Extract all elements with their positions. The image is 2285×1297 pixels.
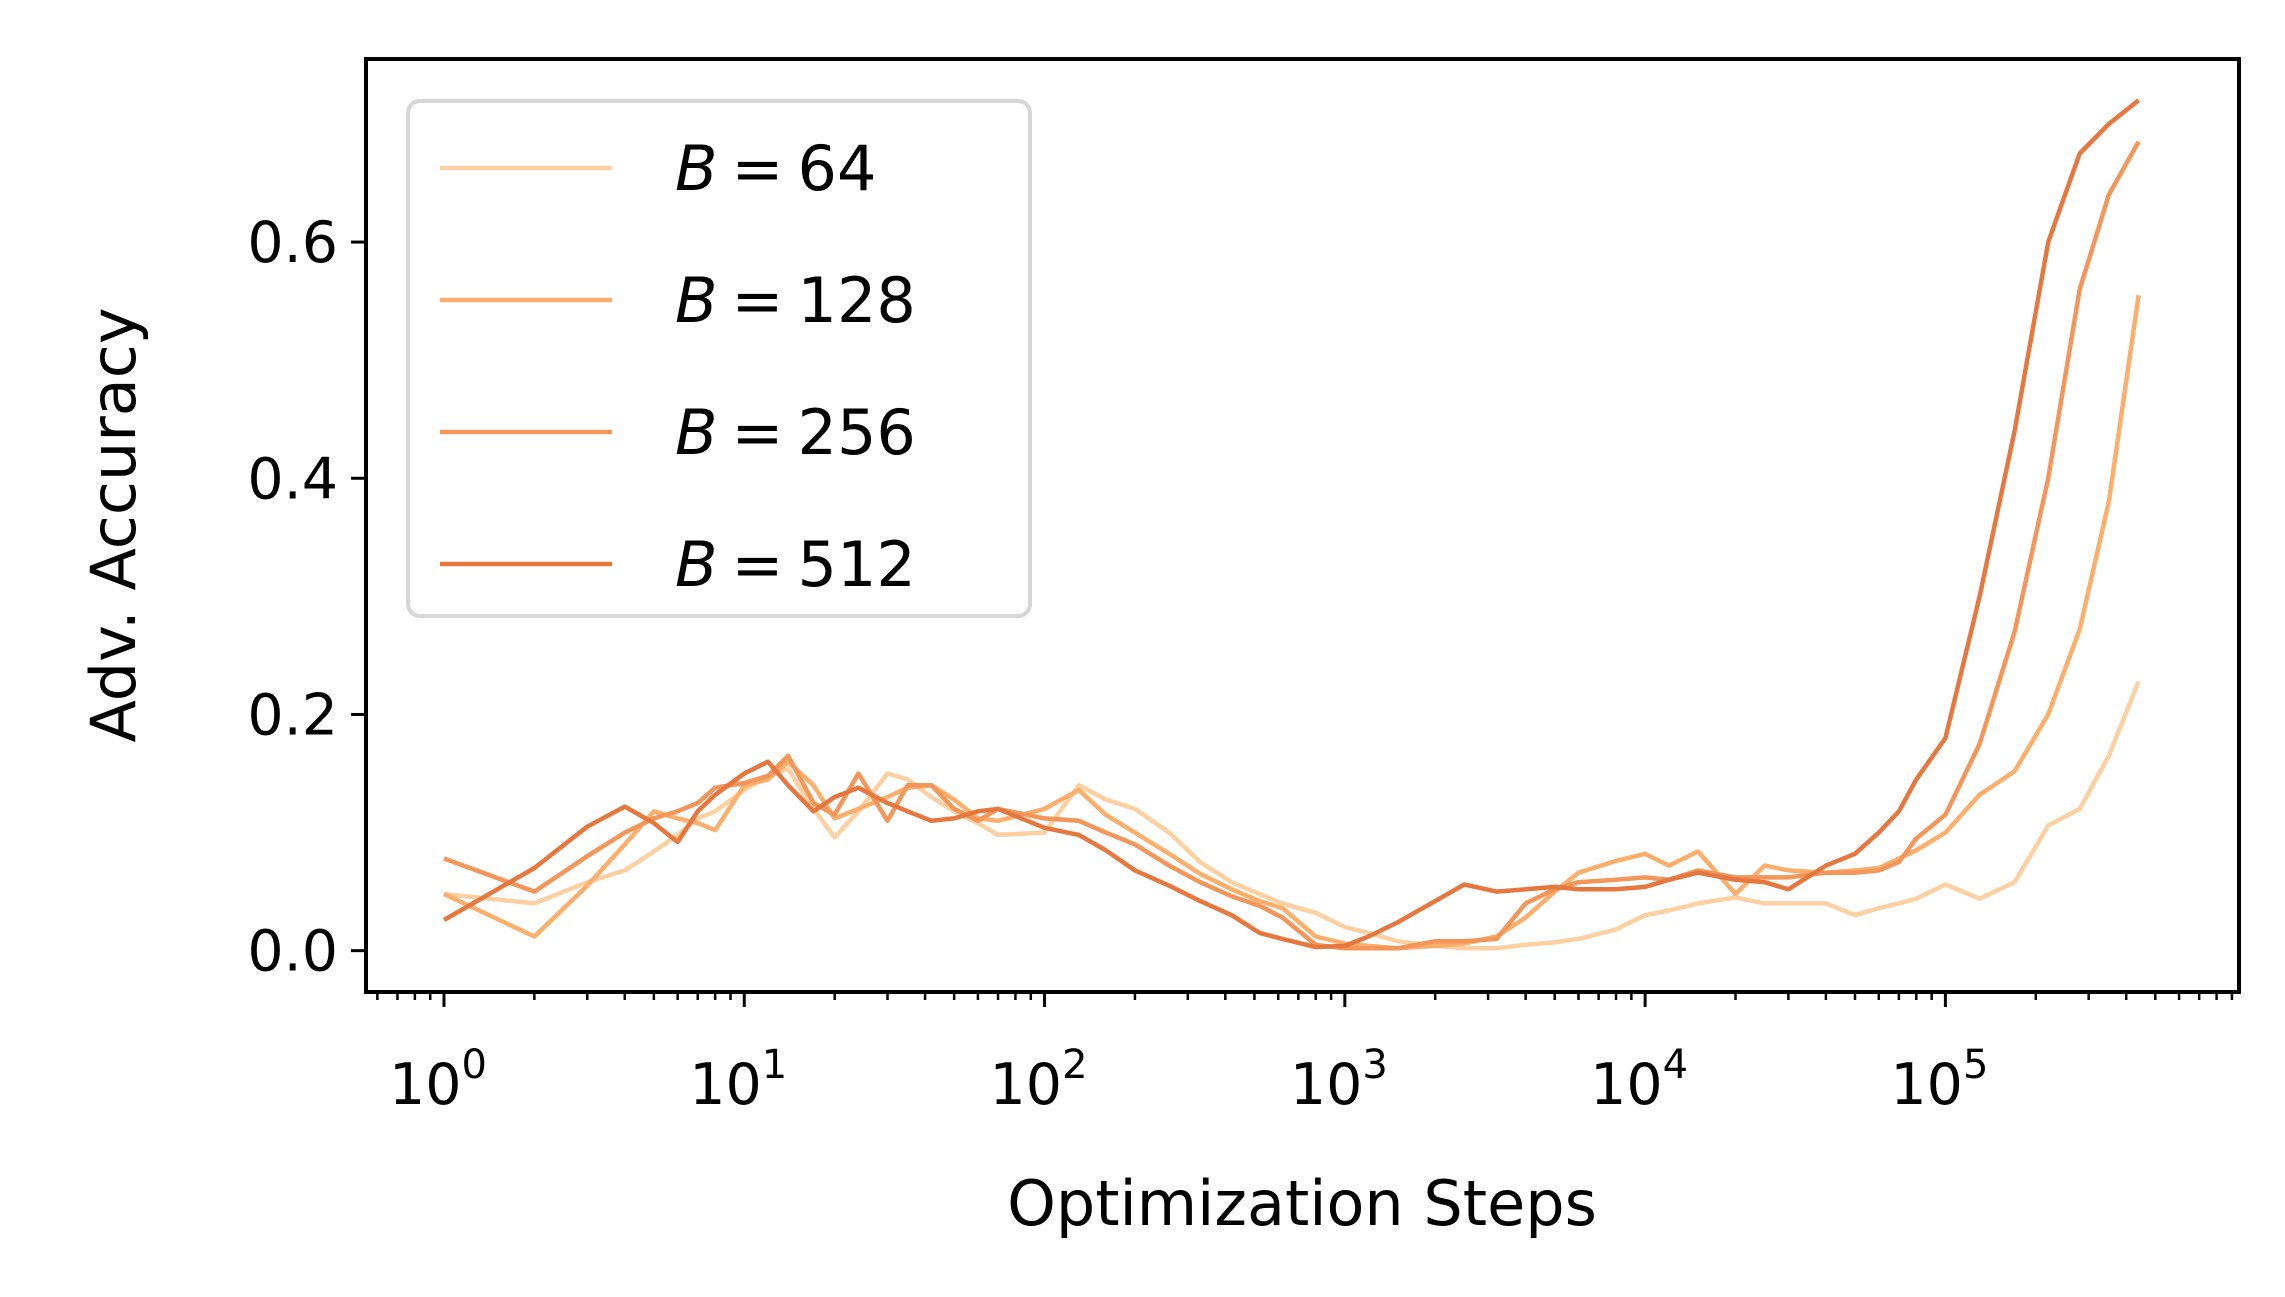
- legend-label-3: B = 512: [675, 528, 916, 601]
- series-line-3: [442, 98, 2141, 950]
- legend-label-0: B = 64: [675, 132, 876, 205]
- x-tick-label-3: 103: [1290, 1042, 1388, 1118]
- y-tick-label-3: 0.6: [247, 210, 338, 276]
- y-tick-label-0: 0.0: [247, 919, 338, 985]
- plot-frame: [364, 57, 2241, 994]
- x-axis: 100 101 102 103 104 105: [376, 992, 2234, 1118]
- legend-label-2: B = 256: [675, 396, 916, 469]
- y-tick-label-2: 0.4: [247, 446, 338, 512]
- x-tick-label-2: 102: [990, 1042, 1088, 1118]
- legend: B = 64 B = 128 B = 256 B = 512: [406, 99, 1032, 618]
- y-axis: 0.0 0.2 0.4 0.6: [247, 210, 366, 985]
- series-line-2: [443, 140, 2141, 951]
- legend-label-1: B = 128: [675, 264, 916, 337]
- y-tick-label-1: 0.2: [247, 682, 338, 748]
- x-tick-label-1: 101: [689, 1042, 787, 1118]
- series-line-0: [443, 680, 2141, 951]
- x-axis-label: Optimization Steps: [1007, 1167, 1597, 1240]
- legend-frame: [406, 99, 1032, 618]
- series-layer: [442, 98, 2141, 951]
- x-tick-label-5: 105: [1890, 1042, 1988, 1118]
- y-axis-label: Adv. Accuracy: [77, 307, 150, 742]
- x-tick-label-4: 104: [1590, 1042, 1688, 1118]
- x-tick-label-0: 100: [389, 1042, 487, 1118]
